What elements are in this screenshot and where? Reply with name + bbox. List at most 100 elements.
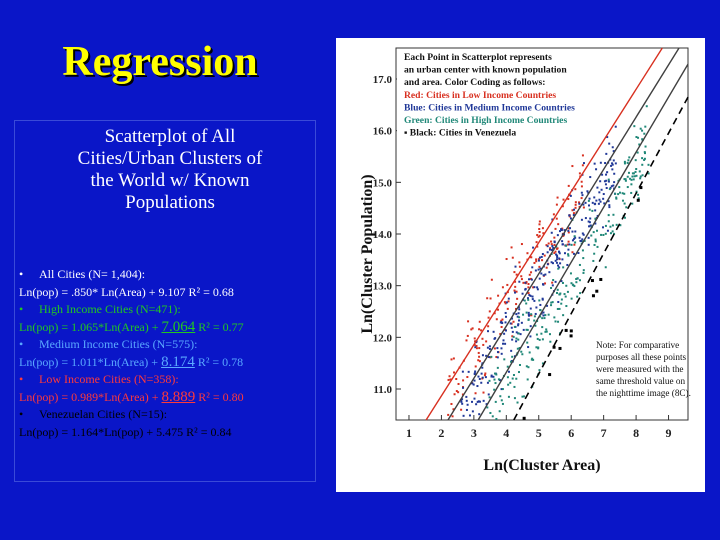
data-point (529, 294, 532, 297)
data-point (536, 288, 539, 291)
data-point (471, 400, 474, 403)
data-point (544, 314, 547, 317)
data-point (626, 186, 629, 189)
data-point (477, 400, 480, 403)
regression-lines (425, 47, 689, 421)
data-point (475, 344, 478, 347)
data-point (595, 229, 598, 232)
data-point (559, 230, 562, 233)
data-point (608, 204, 611, 207)
data-point (582, 206, 585, 209)
data-point (641, 129, 644, 132)
data-point (506, 376, 509, 379)
data-point (457, 382, 460, 385)
data-point (484, 376, 487, 379)
data-point (503, 332, 506, 335)
data-point (619, 224, 622, 227)
data-point (470, 328, 473, 331)
data-point (592, 259, 595, 262)
data-point (550, 231, 553, 234)
data-point (514, 280, 517, 283)
data-point (556, 256, 559, 259)
data-point (514, 291, 517, 294)
data-point (554, 280, 557, 283)
data-point (545, 266, 548, 269)
data-point (541, 297, 544, 300)
data-point (641, 174, 644, 177)
data-point (549, 247, 552, 250)
data-point (632, 172, 635, 175)
data-point (516, 297, 519, 300)
data-point (465, 408, 468, 411)
data-point (540, 272, 543, 275)
data-point (494, 382, 497, 385)
data-point (581, 194, 584, 197)
data-point (513, 355, 516, 358)
data-point (461, 393, 464, 396)
data-point (573, 243, 576, 246)
stat-formula-high: Ln(pop) = 1.065*Ln(Area) + 7.064 R² = 0.… (19, 319, 319, 337)
data-point (551, 284, 554, 287)
data-point (602, 233, 605, 236)
data-point (557, 267, 560, 270)
data-point (510, 326, 513, 329)
data-point (615, 197, 618, 200)
data-point (604, 232, 607, 235)
data-point (511, 256, 514, 259)
data-point (494, 337, 497, 340)
data-point (593, 252, 596, 255)
data-point (536, 337, 539, 340)
data-point (507, 297, 510, 300)
data-point (538, 234, 541, 237)
data-point (488, 379, 491, 382)
data-point (507, 300, 510, 303)
data-point (471, 410, 474, 413)
data-point (607, 180, 610, 183)
data-point (554, 250, 557, 253)
data-point (537, 258, 540, 261)
data-point (517, 332, 520, 335)
data-point (574, 236, 577, 239)
data-point (583, 239, 586, 242)
data-point (556, 291, 559, 294)
data-point (495, 373, 498, 376)
data-point (624, 178, 627, 181)
data-point (559, 262, 562, 265)
data-point (564, 328, 568, 332)
data-point (515, 273, 518, 276)
stat-label-venezuela: • Venezuelan Cities (N=15): (19, 406, 319, 424)
data-point (567, 231, 570, 234)
data-point (555, 253, 558, 256)
data-point (527, 313, 530, 316)
bullet-icon: • (19, 302, 24, 316)
data-point (507, 395, 510, 398)
data-point (546, 304, 549, 307)
data-point (635, 174, 638, 177)
data-point (512, 374, 515, 377)
data-point (570, 297, 573, 300)
data-point (634, 170, 637, 173)
data-point (520, 278, 523, 281)
data-point (517, 338, 520, 341)
data-point (596, 245, 599, 248)
data-point (582, 162, 585, 165)
data-point (511, 330, 514, 333)
data-point (500, 399, 503, 402)
data-point (520, 243, 523, 246)
data-point (608, 142, 611, 145)
data-point (560, 228, 563, 231)
data-point (630, 178, 633, 181)
data-point (580, 218, 583, 221)
data-point (528, 273, 531, 276)
stat-label-low: • Low Income Cities (N=358): (19, 371, 319, 389)
data-point (518, 347, 521, 350)
data-point (554, 320, 557, 323)
data-point (528, 351, 531, 354)
data-point (492, 375, 495, 378)
data-point (569, 194, 572, 197)
data-point (623, 160, 626, 163)
data-point (591, 201, 594, 204)
data-point (639, 177, 642, 180)
data-point (631, 175, 634, 178)
data-point (551, 281, 554, 284)
